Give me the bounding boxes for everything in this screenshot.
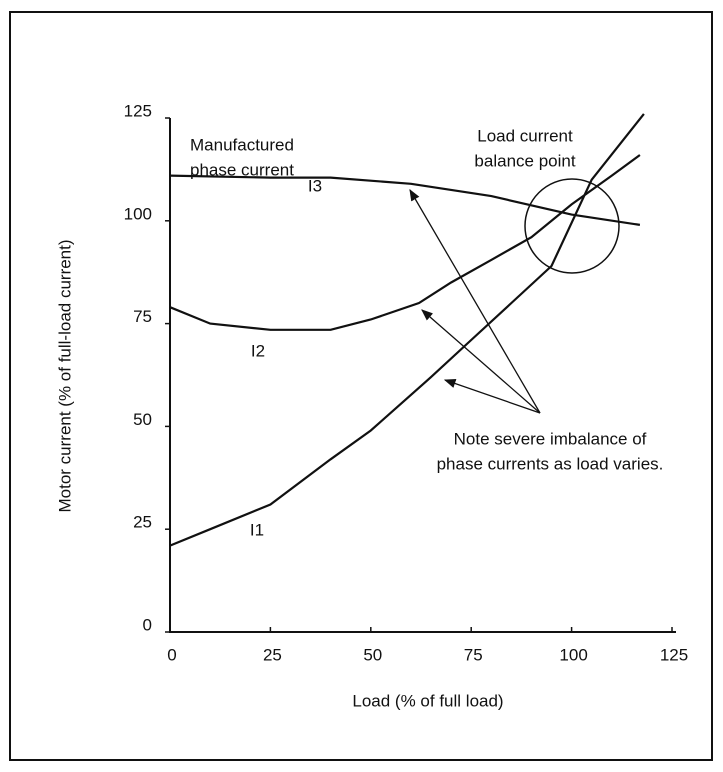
x-tick-label: 100 (559, 645, 587, 664)
y-tick-label: 0 (143, 615, 152, 634)
annotation: Manufactured (190, 135, 294, 154)
annotation: Load current (477, 126, 573, 145)
series-label: I1 (250, 520, 264, 539)
series-label: I2 (251, 341, 265, 360)
balance-circle (524, 178, 620, 274)
y-tick-label: 25 (133, 513, 152, 532)
x-tick-label: 50 (363, 645, 382, 664)
arrow (443, 379, 541, 414)
annotation: phase currents as load varies. (437, 454, 664, 473)
y-axis-label: Motor current (% of full-load current) (55, 239, 74, 512)
frame (9, 11, 713, 761)
arrows (409, 188, 541, 414)
y-tick-label: 75 (133, 307, 152, 326)
y-tick-label: 100 (124, 204, 152, 223)
annotation: balance point (474, 151, 575, 170)
y-tick-label: 125 (124, 101, 152, 120)
x-tick-label: 75 (464, 645, 483, 664)
line (169, 154, 641, 331)
x-tick-label: 25 (263, 645, 282, 664)
x-tick-label: 0 (167, 645, 176, 664)
annotation: phase current (190, 160, 294, 179)
series-label: I3 (308, 176, 322, 195)
arrow (421, 309, 541, 414)
annotation: Note severe imbalance of (454, 429, 647, 448)
line (169, 174, 641, 226)
x-tick-label: 125 (660, 645, 688, 664)
arrow (409, 188, 541, 414)
y-tick-label: 50 (133, 410, 152, 429)
axes (169, 118, 676, 633)
line (169, 113, 645, 547)
x-axis-label: Load (% of full load) (352, 691, 503, 710)
